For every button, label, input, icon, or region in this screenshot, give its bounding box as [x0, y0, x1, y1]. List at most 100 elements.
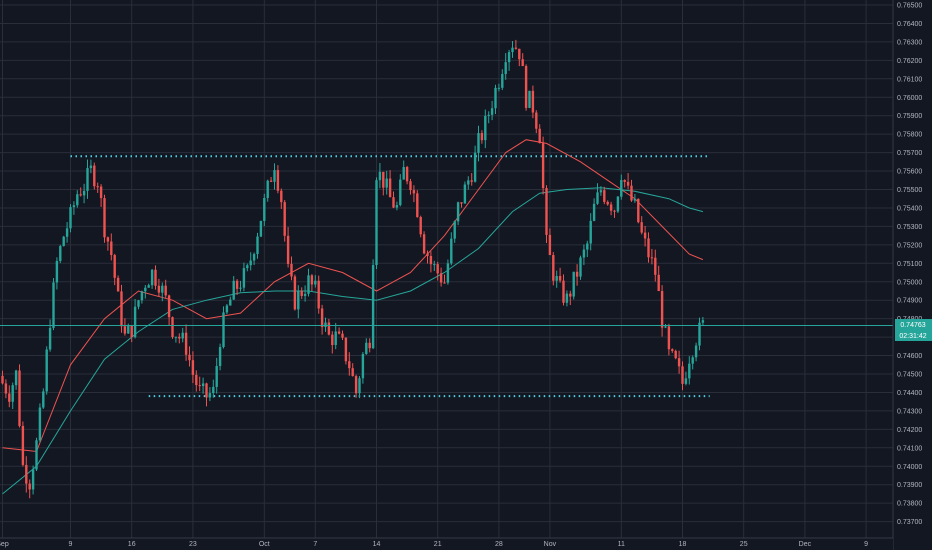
candle-body: [562, 280, 565, 303]
candle-body: [297, 290, 300, 310]
candle-body: [150, 269, 154, 286]
candle-body: [504, 62, 507, 75]
candle-body: [701, 320, 705, 323]
candle-body: [429, 256, 433, 265]
candle-body: [303, 293, 307, 296]
price-axis[interactable]: 0.73700 0.73800 0.73900 0.74000 0.74100 0.742…: [897, 3, 922, 527]
candle-body: [229, 299, 232, 306]
candle-body: [116, 277, 120, 292]
candle-body: [8, 393, 11, 402]
candle-body: [256, 236, 259, 255]
time-axis[interactable]: Sep 9 16 23 Oct 7 14 21 28 Nov 11 18 25 Dec 9: [0, 541, 868, 548]
time-axis-background[interactable]: [0, 538, 893, 550]
candle-body: [99, 186, 103, 199]
candle-body: [514, 47, 518, 49]
candle-body: [195, 374, 198, 386]
candle-body: [222, 312, 225, 348]
candle-body: [463, 184, 467, 204]
candle-body: [654, 257, 657, 275]
price-tick-label: 0.74000: [897, 464, 922, 471]
candle-body: [443, 282, 446, 284]
time-tick-label: Dec: [799, 541, 812, 548]
candle-body: [548, 234, 552, 256]
candle-body: [385, 178, 388, 188]
time-tick-label: Nov: [544, 541, 557, 548]
candle-body: [633, 198, 637, 201]
candle-body: [572, 271, 575, 297]
candle-body: [630, 185, 633, 201]
candle-body: [25, 464, 28, 484]
candle-body: [164, 285, 167, 296]
time-tick-label: 18: [679, 541, 687, 548]
candle-body: [647, 238, 650, 258]
ma-slow-line: [2, 187, 704, 495]
price-tick-label: 0.76500: [897, 3, 922, 10]
candle-body: [137, 300, 140, 307]
candle-body: [569, 293, 572, 297]
candle-body: [178, 336, 181, 339]
candle-body: [28, 483, 31, 490]
candle-body: [480, 133, 484, 141]
price-axis-background[interactable]: [893, 0, 932, 550]
candle-body: [269, 180, 273, 182]
candle-body: [280, 190, 283, 203]
candle-body: [599, 190, 603, 193]
candle-body: [317, 280, 320, 309]
candle-body: [157, 285, 161, 293]
candle-body: [596, 192, 599, 204]
candle-body: [446, 263, 450, 283]
candle-body: [501, 74, 504, 88]
candle-body: [181, 332, 184, 339]
candle-body: [48, 327, 52, 350]
price-tick-label: 0.75700: [897, 150, 922, 157]
candle-body: [460, 202, 463, 204]
candle-body: [320, 308, 324, 327]
candle-body: [365, 342, 368, 355]
moving-averages: [2, 139, 704, 495]
candle-body: [314, 280, 317, 285]
candle-body: [110, 241, 113, 256]
candle-body: [290, 263, 293, 277]
price-tick-label: 0.74900: [897, 298, 922, 305]
candle-body: [586, 243, 589, 250]
candle-body: [184, 332, 188, 355]
candle-body: [11, 385, 14, 402]
candle-body: [664, 326, 667, 328]
candle-body: [368, 342, 371, 349]
candle-body: [490, 108, 494, 115]
candle-body: [79, 194, 82, 196]
candle-body: [582, 249, 586, 258]
ma-fast-line: [2, 139, 704, 453]
candle-body: [154, 269, 157, 286]
candle-body: [144, 287, 147, 292]
candle-body: [45, 349, 48, 392]
candle-body: [259, 220, 263, 237]
horizontal-levels[interactable]: [70, 155, 710, 398]
candle-body: [310, 275, 314, 285]
candlesticks[interactable]: [1, 39, 705, 499]
price-tick-label: 0.75800: [897, 132, 922, 139]
candle-body: [487, 114, 490, 116]
candle-body: [348, 361, 351, 369]
candle-body: [344, 337, 348, 362]
candle-body: [140, 291, 144, 301]
candle-body: [565, 293, 569, 303]
candle-body: [450, 238, 453, 264]
candle-body: [691, 357, 694, 364]
candle-body: [21, 425, 25, 465]
price-tick-label: 0.75600: [897, 169, 922, 176]
countdown-badge: [895, 330, 932, 341]
candle-body: [161, 285, 164, 293]
candle-body: [103, 198, 106, 238]
candle-body: [552, 255, 555, 281]
candle-body: [681, 366, 684, 384]
candle-body: [484, 115, 487, 141]
candle-body: [113, 255, 116, 278]
candle-body: [507, 52, 511, 63]
candle-body: [538, 128, 541, 144]
candle-body: [341, 333, 344, 338]
candle-body: [579, 257, 582, 277]
candle-body: [494, 87, 497, 109]
candle-body: [198, 385, 201, 387]
